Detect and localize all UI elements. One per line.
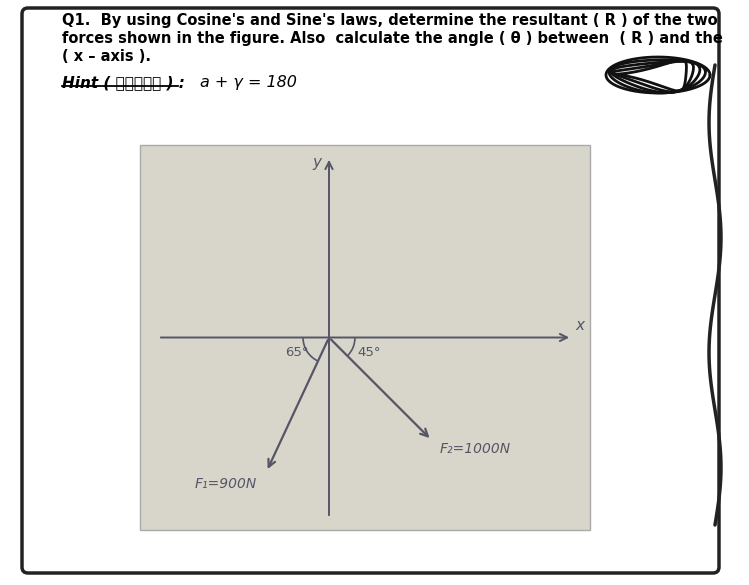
Text: Q1.  By using Cosine's and Sine's laws, determine the resultant ( R ) of the two: Q1. By using Cosine's and Sine's laws, d… — [62, 13, 718, 28]
Text: 65°: 65° — [285, 346, 309, 359]
Text: 45°: 45° — [357, 346, 380, 359]
Text: ( x – axis ).: ( x – axis ). — [62, 49, 151, 64]
Text: Hint ( تلميب ) :: Hint ( تلميب ) : — [62, 75, 185, 90]
Text: x: x — [575, 318, 584, 332]
FancyBboxPatch shape — [140, 145, 590, 530]
Text: F₂=1000N: F₂=1000N — [440, 442, 511, 456]
Text: F₁=900N: F₁=900N — [194, 477, 256, 491]
Text: a + γ = 180: a + γ = 180 — [200, 75, 297, 90]
FancyBboxPatch shape — [22, 8, 719, 573]
Text: y: y — [312, 155, 321, 170]
Text: forces shown in the figure. Also  calculate the angle ( θ ) between  ( R ) and t: forces shown in the figure. Also calcula… — [62, 31, 723, 46]
